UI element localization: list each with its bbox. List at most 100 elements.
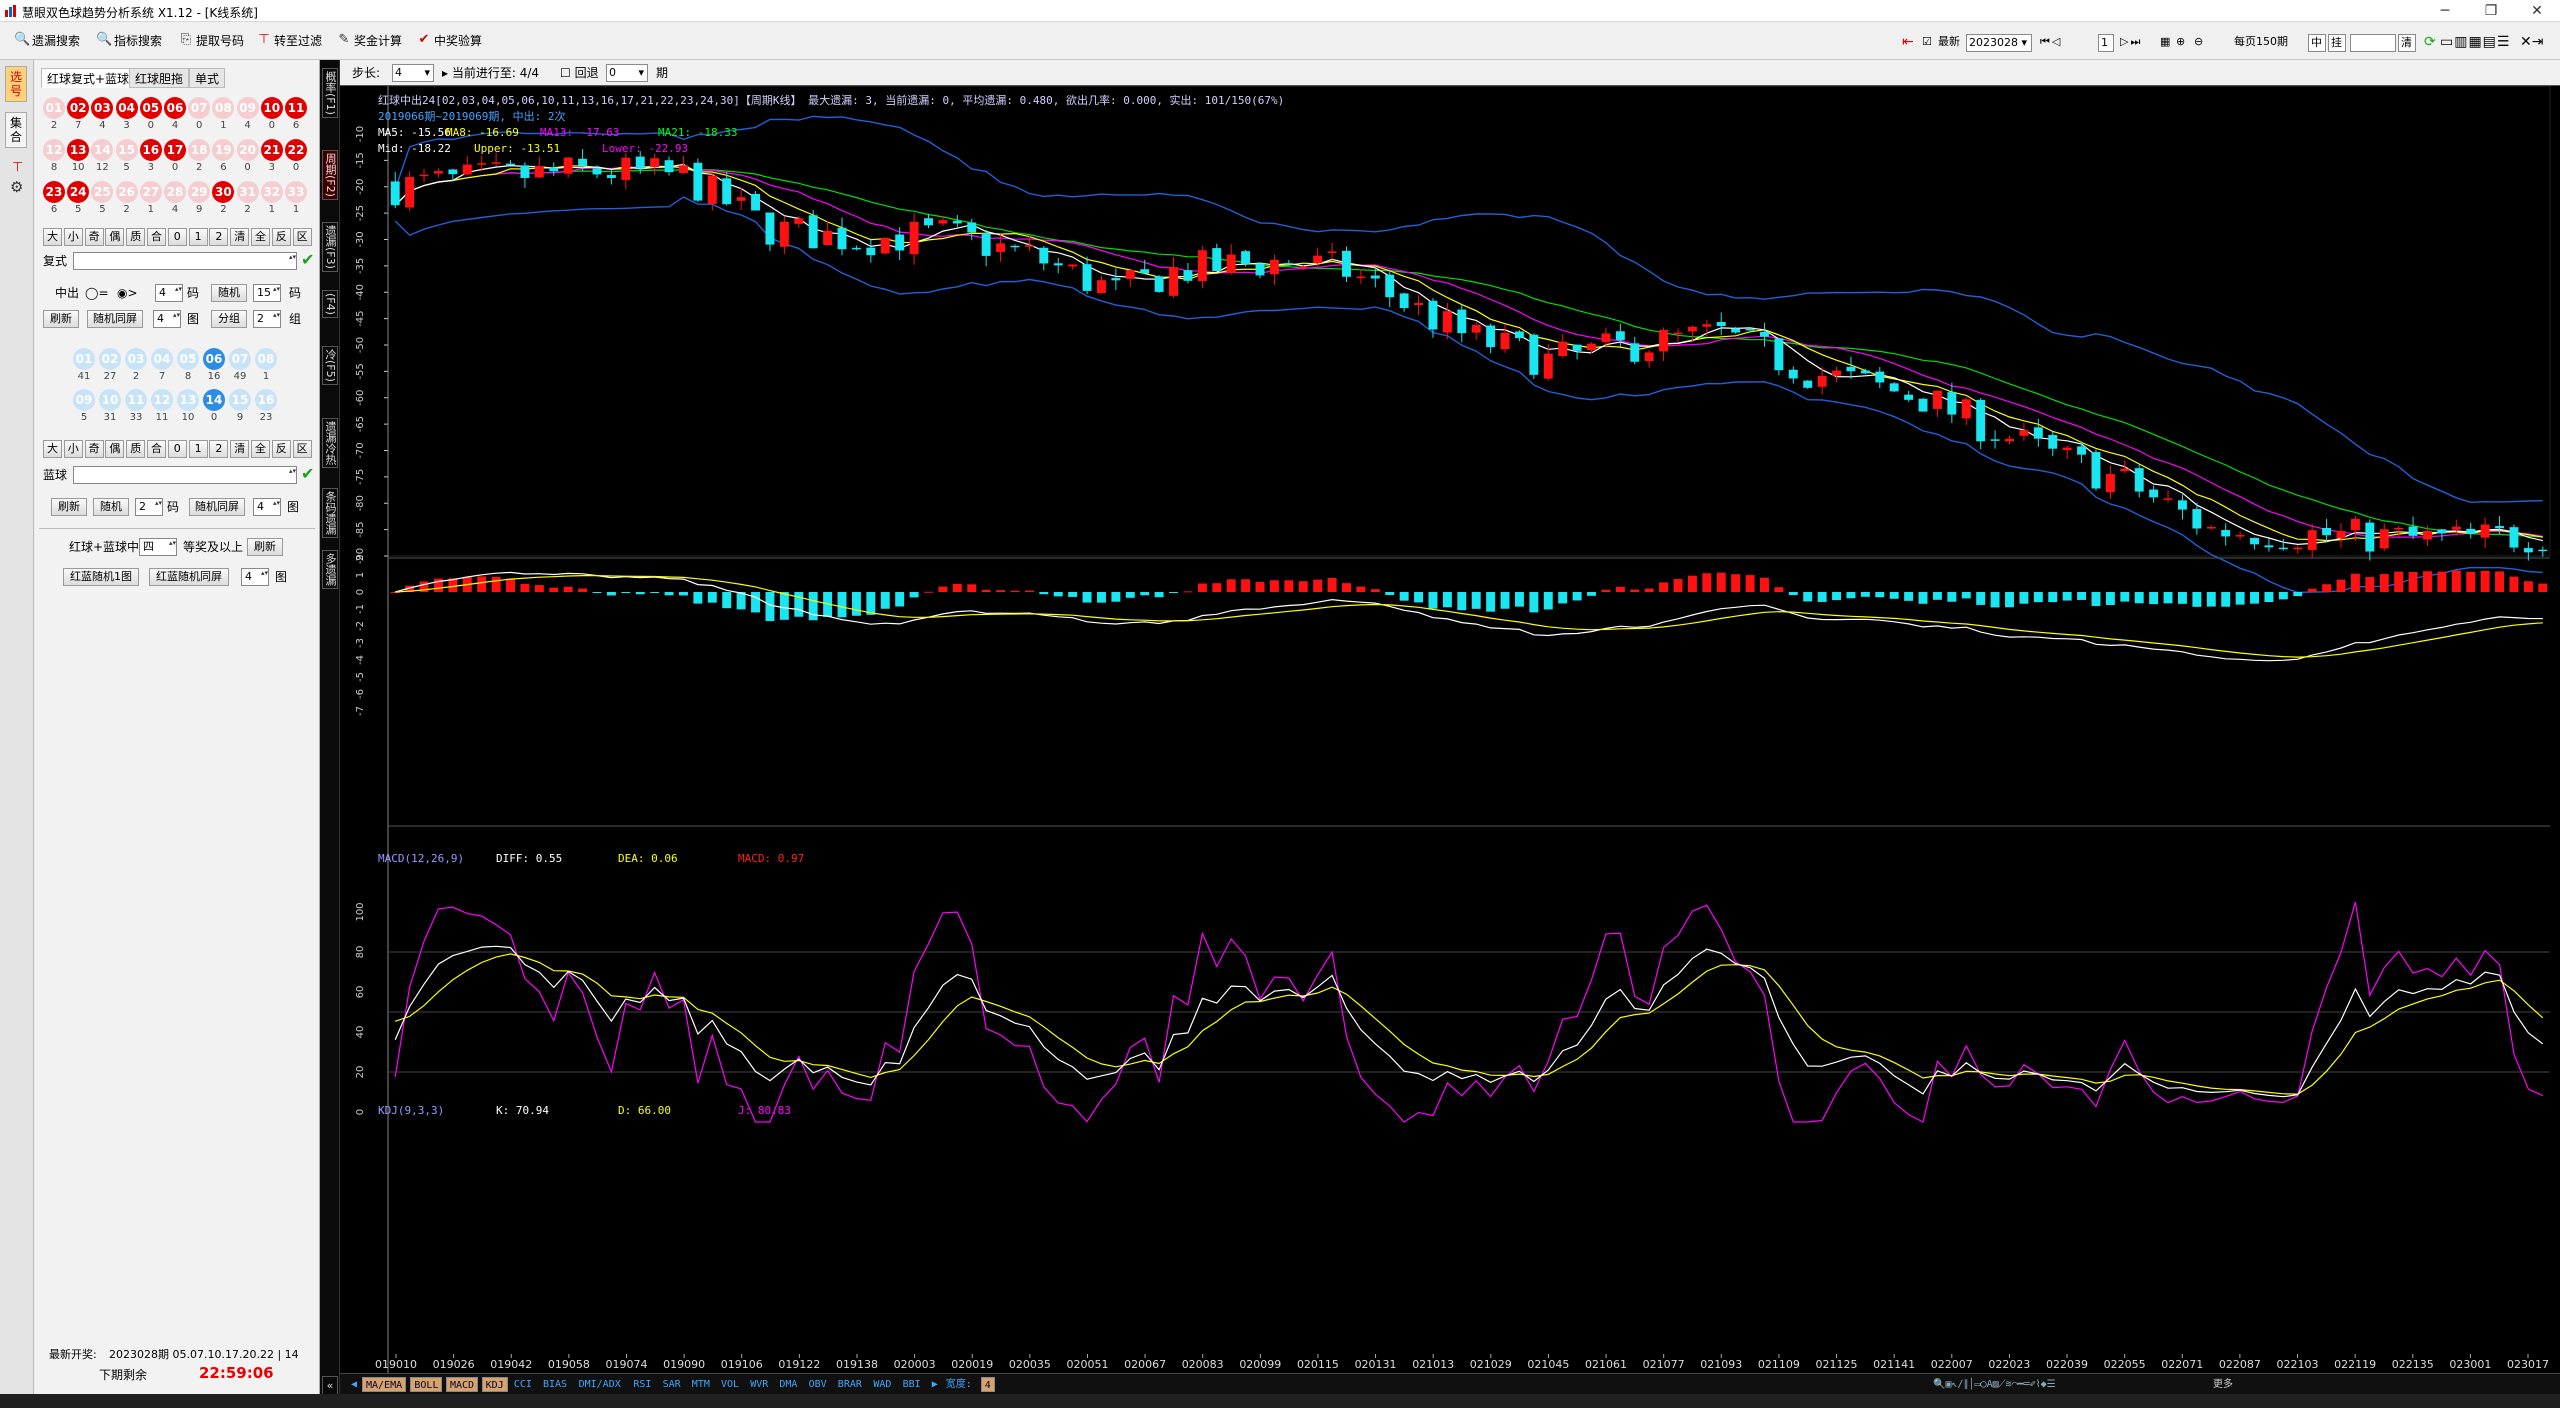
step-select[interactable]: 4 ▾	[392, 64, 434, 82]
red-ball-12[interactable]: 12	[43, 139, 65, 161]
indicator-tab-bias[interactable]: BIAS	[543, 1379, 568, 1390]
zoom-in-icon[interactable]: ⊕	[2176, 35, 2186, 48]
level-refresh-button[interactable]: 刷新	[247, 538, 283, 556]
filter-6[interactable]: 0	[167, 228, 187, 246]
blue-confirm-check-icon[interactable]: ✔	[301, 464, 315, 483]
red-ball-30[interactable]: 30	[212, 181, 235, 203]
chart-tab-0[interactable]: 概率(F1)	[322, 68, 338, 118]
blue-ball-05[interactable]: 05	[177, 348, 199, 370]
blue-ball-01[interactable]: 01	[73, 348, 95, 370]
layout-icons[interactable]: ▭▥▦▤☰	[2440, 34, 2511, 50]
hang-button[interactable]: 挂	[2328, 34, 2346, 52]
filter-5[interactable]: 合	[147, 228, 166, 246]
red-ball-21[interactable]: 21	[260, 139, 283, 161]
chart-tab-3[interactable]: (F4)	[322, 290, 338, 318]
random-button[interactable]: 随机	[211, 284, 247, 302]
blue-ball-02[interactable]: 02	[99, 348, 121, 370]
red-ball-16[interactable]: 16	[139, 139, 162, 161]
red-ball-33[interactable]: 33	[285, 181, 307, 203]
blue-ball-03[interactable]: 03	[125, 348, 147, 370]
blue-screens-stepper[interactable]: 4	[253, 498, 281, 516]
filter-9[interactable]: 清	[230, 440, 250, 458]
indicator-tab-rsi[interactable]: RSI	[633, 1379, 652, 1390]
chart-tab-6[interactable]: 条码遗漏	[322, 488, 338, 538]
latest-checkbox[interactable]: ☑	[1922, 35, 1932, 48]
red-ball-13[interactable]: 13	[67, 139, 90, 161]
red-ball-04[interactable]: 04	[115, 97, 138, 119]
chart-canvas[interactable]: -10-15-20-25-30-35-40-45-50-55-60-65-70-…	[340, 86, 2560, 1373]
indicator-tab-boll[interactable]: BOLL	[410, 1377, 443, 1392]
red-ball-24[interactable]: 24	[67, 181, 90, 203]
blue-ball-12[interactable]: 12	[151, 389, 173, 411]
filter-10[interactable]: 全	[251, 228, 270, 246]
filter-3[interactable]: 偶	[105, 440, 125, 458]
blue-ball-10[interactable]: 10	[99, 389, 121, 411]
filter-11[interactable]: 反	[271, 228, 291, 246]
blue-refresh-button[interactable]: 刷新	[51, 498, 87, 516]
filter-7[interactable]: 1	[188, 440, 208, 458]
next-tab-icon[interactable]: ▶	[931, 1379, 938, 1390]
red-ball-15[interactable]: 15	[115, 139, 138, 161]
nav-next-last-icons[interactable]: ▷⏭	[2120, 35, 2143, 48]
red-ball-01[interactable]: 01	[43, 97, 65, 119]
period-select[interactable]: 2023028 ▾	[1966, 34, 2032, 52]
blue-ball-11[interactable]: 11	[125, 389, 147, 411]
width-select[interactable]: 4	[980, 1377, 995, 1392]
red-ball-11[interactable]: 11	[285, 97, 307, 119]
blue-random-same-screen-button[interactable]: 随机同屏	[189, 498, 245, 516]
red-ball-32[interactable]: 32	[260, 181, 283, 203]
red-ball-17[interactable]: 17	[164, 139, 186, 161]
blue-ball-13[interactable]: 13	[177, 389, 199, 411]
tab-red-dantuo[interactable]: 红球胆拖	[129, 68, 190, 88]
indicator-tab-sar[interactable]: SAR	[662, 1379, 681, 1390]
indicator-tab-wvr[interactable]: WVR	[750, 1379, 769, 1390]
red-ball-05[interactable]: 05	[139, 97, 162, 119]
red-ball-25[interactable]: 25	[91, 181, 114, 203]
red-ball-02[interactable]: 02	[67, 97, 90, 119]
restore-button[interactable]: ❐	[2484, 3, 2498, 19]
red-ball-28[interactable]: 28	[164, 181, 186, 203]
filter-8[interactable]: 2	[209, 440, 229, 458]
group-stepper[interactable]: 2	[253, 310, 281, 328]
zhongchu-stepper[interactable]: 4	[155, 284, 183, 302]
tab-collection[interactable]: 集合	[5, 112, 27, 148]
collapse-icon[interactable]: «	[322, 1376, 338, 1395]
blue-ball-08[interactable]: 08	[255, 348, 277, 370]
zoom-out-icon[interactable]: ⊖	[2194, 35, 2204, 48]
red-ball-14[interactable]: 14	[91, 139, 114, 161]
filter-9[interactable]: 清	[230, 228, 250, 246]
group-button[interactable]: 分组	[211, 310, 247, 328]
search-code-input[interactable]	[2350, 34, 2396, 52]
mid-button[interactable]: 中	[2308, 34, 2326, 52]
random-same-screen-button[interactable]: 随机同屏	[87, 310, 143, 328]
chart-tab-4[interactable]: 冷(F5)	[322, 346, 338, 385]
toolbar-button-extract-numbers[interactable]: ⎘ 提取号码	[178, 31, 244, 51]
rollback-checkbox[interactable]: ☐ 回退	[560, 66, 599, 80]
blue-input[interactable]	[73, 466, 297, 484]
blue-ball-06[interactable]: 06	[203, 348, 225, 370]
blue-random-button[interactable]: 随机	[93, 498, 129, 516]
filter-12[interactable]: 区	[292, 228, 312, 246]
tab-single[interactable]: 单式	[189, 68, 226, 88]
filter-1[interactable]: 小	[63, 228, 83, 246]
red-blue-random-same-screen-button[interactable]: 红蓝随机同屏	[149, 568, 229, 586]
filter-2[interactable]: 奇	[84, 228, 104, 246]
toolbar-button-indicator-search[interactable]: 🔍 指标搜索	[96, 32, 163, 48]
toolbar-button-to-filter[interactable]: ⊤ 转至过滤	[256, 31, 322, 51]
red-ball-10[interactable]: 10	[260, 97, 283, 119]
confirm-check-icon[interactable]: ✔	[301, 250, 315, 269]
filter-6[interactable]: 0	[167, 440, 187, 458]
indicator-tab-mtm[interactable]: MTM	[691, 1379, 710, 1390]
tab-select-numbers[interactable]: 选号	[5, 66, 27, 102]
clear-button[interactable]: 清	[2398, 34, 2416, 52]
red-blue-stepper[interactable]: 4	[241, 568, 269, 586]
red-ball-22[interactable]: 22	[285, 139, 307, 161]
close-panel-icon[interactable]: ✕⇥	[2520, 34, 2544, 50]
page-input[interactable]: 1	[2098, 34, 2114, 52]
random-stepper[interactable]: 15	[253, 284, 281, 302]
close-button[interactable]: ✕	[2531, 3, 2543, 19]
radio-gt[interactable]: ◉>	[117, 286, 138, 300]
blue-random-stepper[interactable]: 2	[135, 498, 163, 516]
filter-10[interactable]: 全	[251, 440, 270, 458]
fushi-input[interactable]	[73, 252, 297, 270]
